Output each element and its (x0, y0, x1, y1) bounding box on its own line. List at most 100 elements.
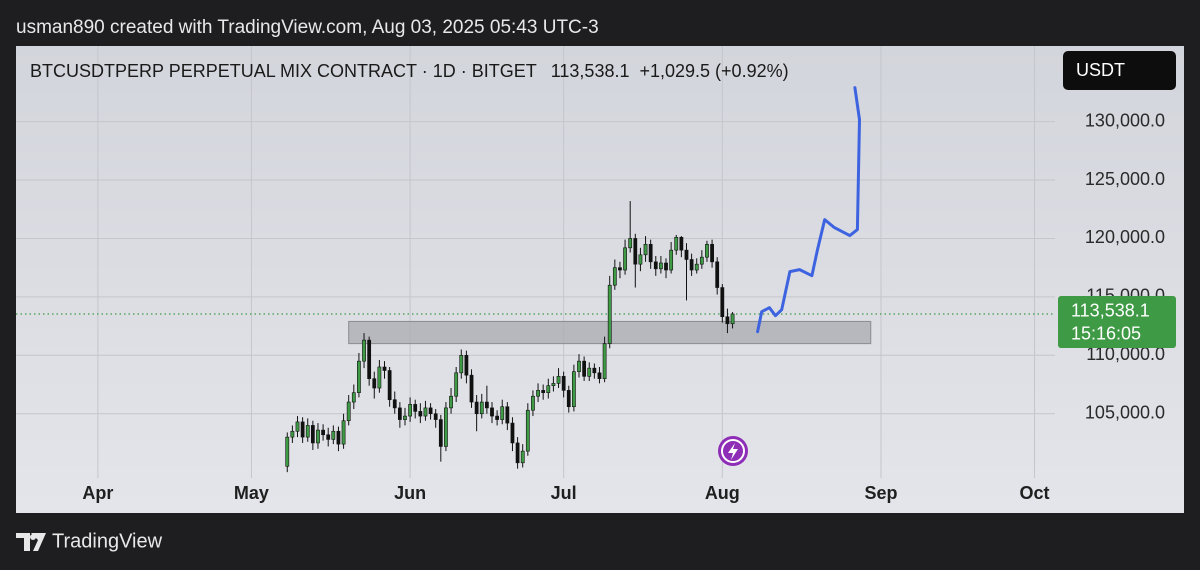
candle-body (382, 366, 387, 371)
candle-body (372, 378, 377, 389)
candle-body (285, 436, 290, 467)
candle-body (305, 425, 310, 438)
candle-body (536, 390, 540, 397)
candle-body (295, 421, 300, 432)
candle-body (454, 372, 459, 397)
candle-body (500, 406, 505, 420)
candle-body (510, 422, 515, 444)
candle-body (341, 420, 346, 445)
candle-body (551, 383, 556, 386)
candle-body (679, 236, 684, 251)
candle-body (689, 259, 694, 271)
candle-body (310, 425, 315, 444)
candle-body (710, 244, 714, 263)
candle-body (459, 355, 464, 374)
candle-body (592, 367, 597, 374)
candle-body (546, 385, 551, 394)
candle-body (520, 450, 525, 464)
candle-body (505, 406, 510, 424)
axes: 105,000.0110,000.0115,000.0120,000.0125,… (82, 110, 1176, 503)
candle-body (628, 238, 633, 249)
symbol: BTCUSDTPERP PERPETUAL MIX CONTRACT · 1D … (30, 61, 537, 81)
candle-body (464, 355, 469, 376)
last-price-label: 113,538.1 (1071, 301, 1150, 321)
candle-body (699, 256, 704, 265)
candle-body (444, 407, 448, 447)
candle-body (469, 374, 474, 403)
candle-body (346, 401, 351, 422)
candle-body (577, 360, 581, 372)
y-tick-label: 110,000.0 (1086, 344, 1165, 364)
candle-body (587, 367, 592, 377)
candle-body (397, 407, 402, 420)
candle-body (653, 261, 658, 270)
candle-body (438, 419, 443, 447)
last-price-tag (1058, 295, 1176, 348)
countdown-label: 15:16:05 (1071, 324, 1141, 344)
candle-body (392, 399, 397, 409)
brand-name: TradingView (52, 530, 163, 552)
candle-body (515, 442, 520, 464)
candle-body (423, 407, 428, 417)
candle-body (290, 430, 295, 438)
event-icon-ring (721, 439, 745, 463)
watermark: usman890 created with TradingView.com, A… (16, 17, 599, 38)
candle-body (582, 360, 587, 377)
candle-body (479, 401, 484, 415)
x-tick-label: Aug (705, 483, 740, 503)
candle-body (484, 401, 489, 409)
candle-body (730, 313, 735, 325)
candle-body (326, 434, 331, 440)
y-tick-label: 130,000.0 (1085, 110, 1165, 130)
x-tick-label: Oct (1020, 483, 1050, 503)
candle-body (694, 263, 699, 271)
candle-body (715, 261, 720, 288)
candle-body (664, 262, 668, 271)
candle-body (561, 376, 566, 391)
x-tick-label: Jul (551, 483, 577, 503)
brand-logo (16, 533, 46, 551)
candle-body (566, 390, 571, 408)
x-tick-label: May (234, 483, 269, 503)
candle-body (648, 244, 653, 263)
candle-body (321, 429, 325, 436)
header-price: 113,538.1 (551, 61, 630, 81)
candle-body (316, 429, 320, 444)
candle-body (387, 370, 392, 401)
candle-body (474, 401, 479, 415)
candle-body (408, 404, 412, 417)
candle-body (525, 409, 530, 452)
candle-body (633, 238, 638, 265)
candle-body (362, 339, 366, 362)
candle-body (669, 249, 674, 271)
y-tick-label: 125,000.0 (1085, 169, 1165, 189)
candle-body (490, 407, 494, 417)
candle-body (449, 395, 453, 409)
candle-body (357, 360, 361, 394)
candle-body (377, 366, 382, 389)
candle-body (659, 262, 663, 270)
plot-area (16, 46, 1055, 478)
candle-body (428, 407, 433, 415)
candle-body (572, 371, 576, 408)
y-tick-label: 120,000.0 (1085, 227, 1165, 247)
candle-body (556, 376, 561, 384)
candle-body (684, 249, 689, 260)
candle-body (725, 316, 730, 325)
candle-body (597, 372, 602, 379)
event-icon-bolt (728, 443, 738, 460)
currency-label[interactable]: USDT (1076, 60, 1125, 80)
x-tick-label: Apr (82, 483, 113, 503)
candle-body (618, 267, 622, 271)
candle-body (331, 430, 336, 440)
chart-panel (16, 46, 1184, 513)
candle-body (607, 284, 612, 344)
candle-body (367, 339, 372, 379)
y-tick-label: 105,000.0 (1085, 402, 1165, 422)
candle-body (336, 430, 341, 445)
currency-button[interactable] (1063, 51, 1176, 90)
brand-logo-dot (30, 534, 36, 540)
candle-body (495, 415, 499, 420)
candle-body (643, 244, 648, 256)
